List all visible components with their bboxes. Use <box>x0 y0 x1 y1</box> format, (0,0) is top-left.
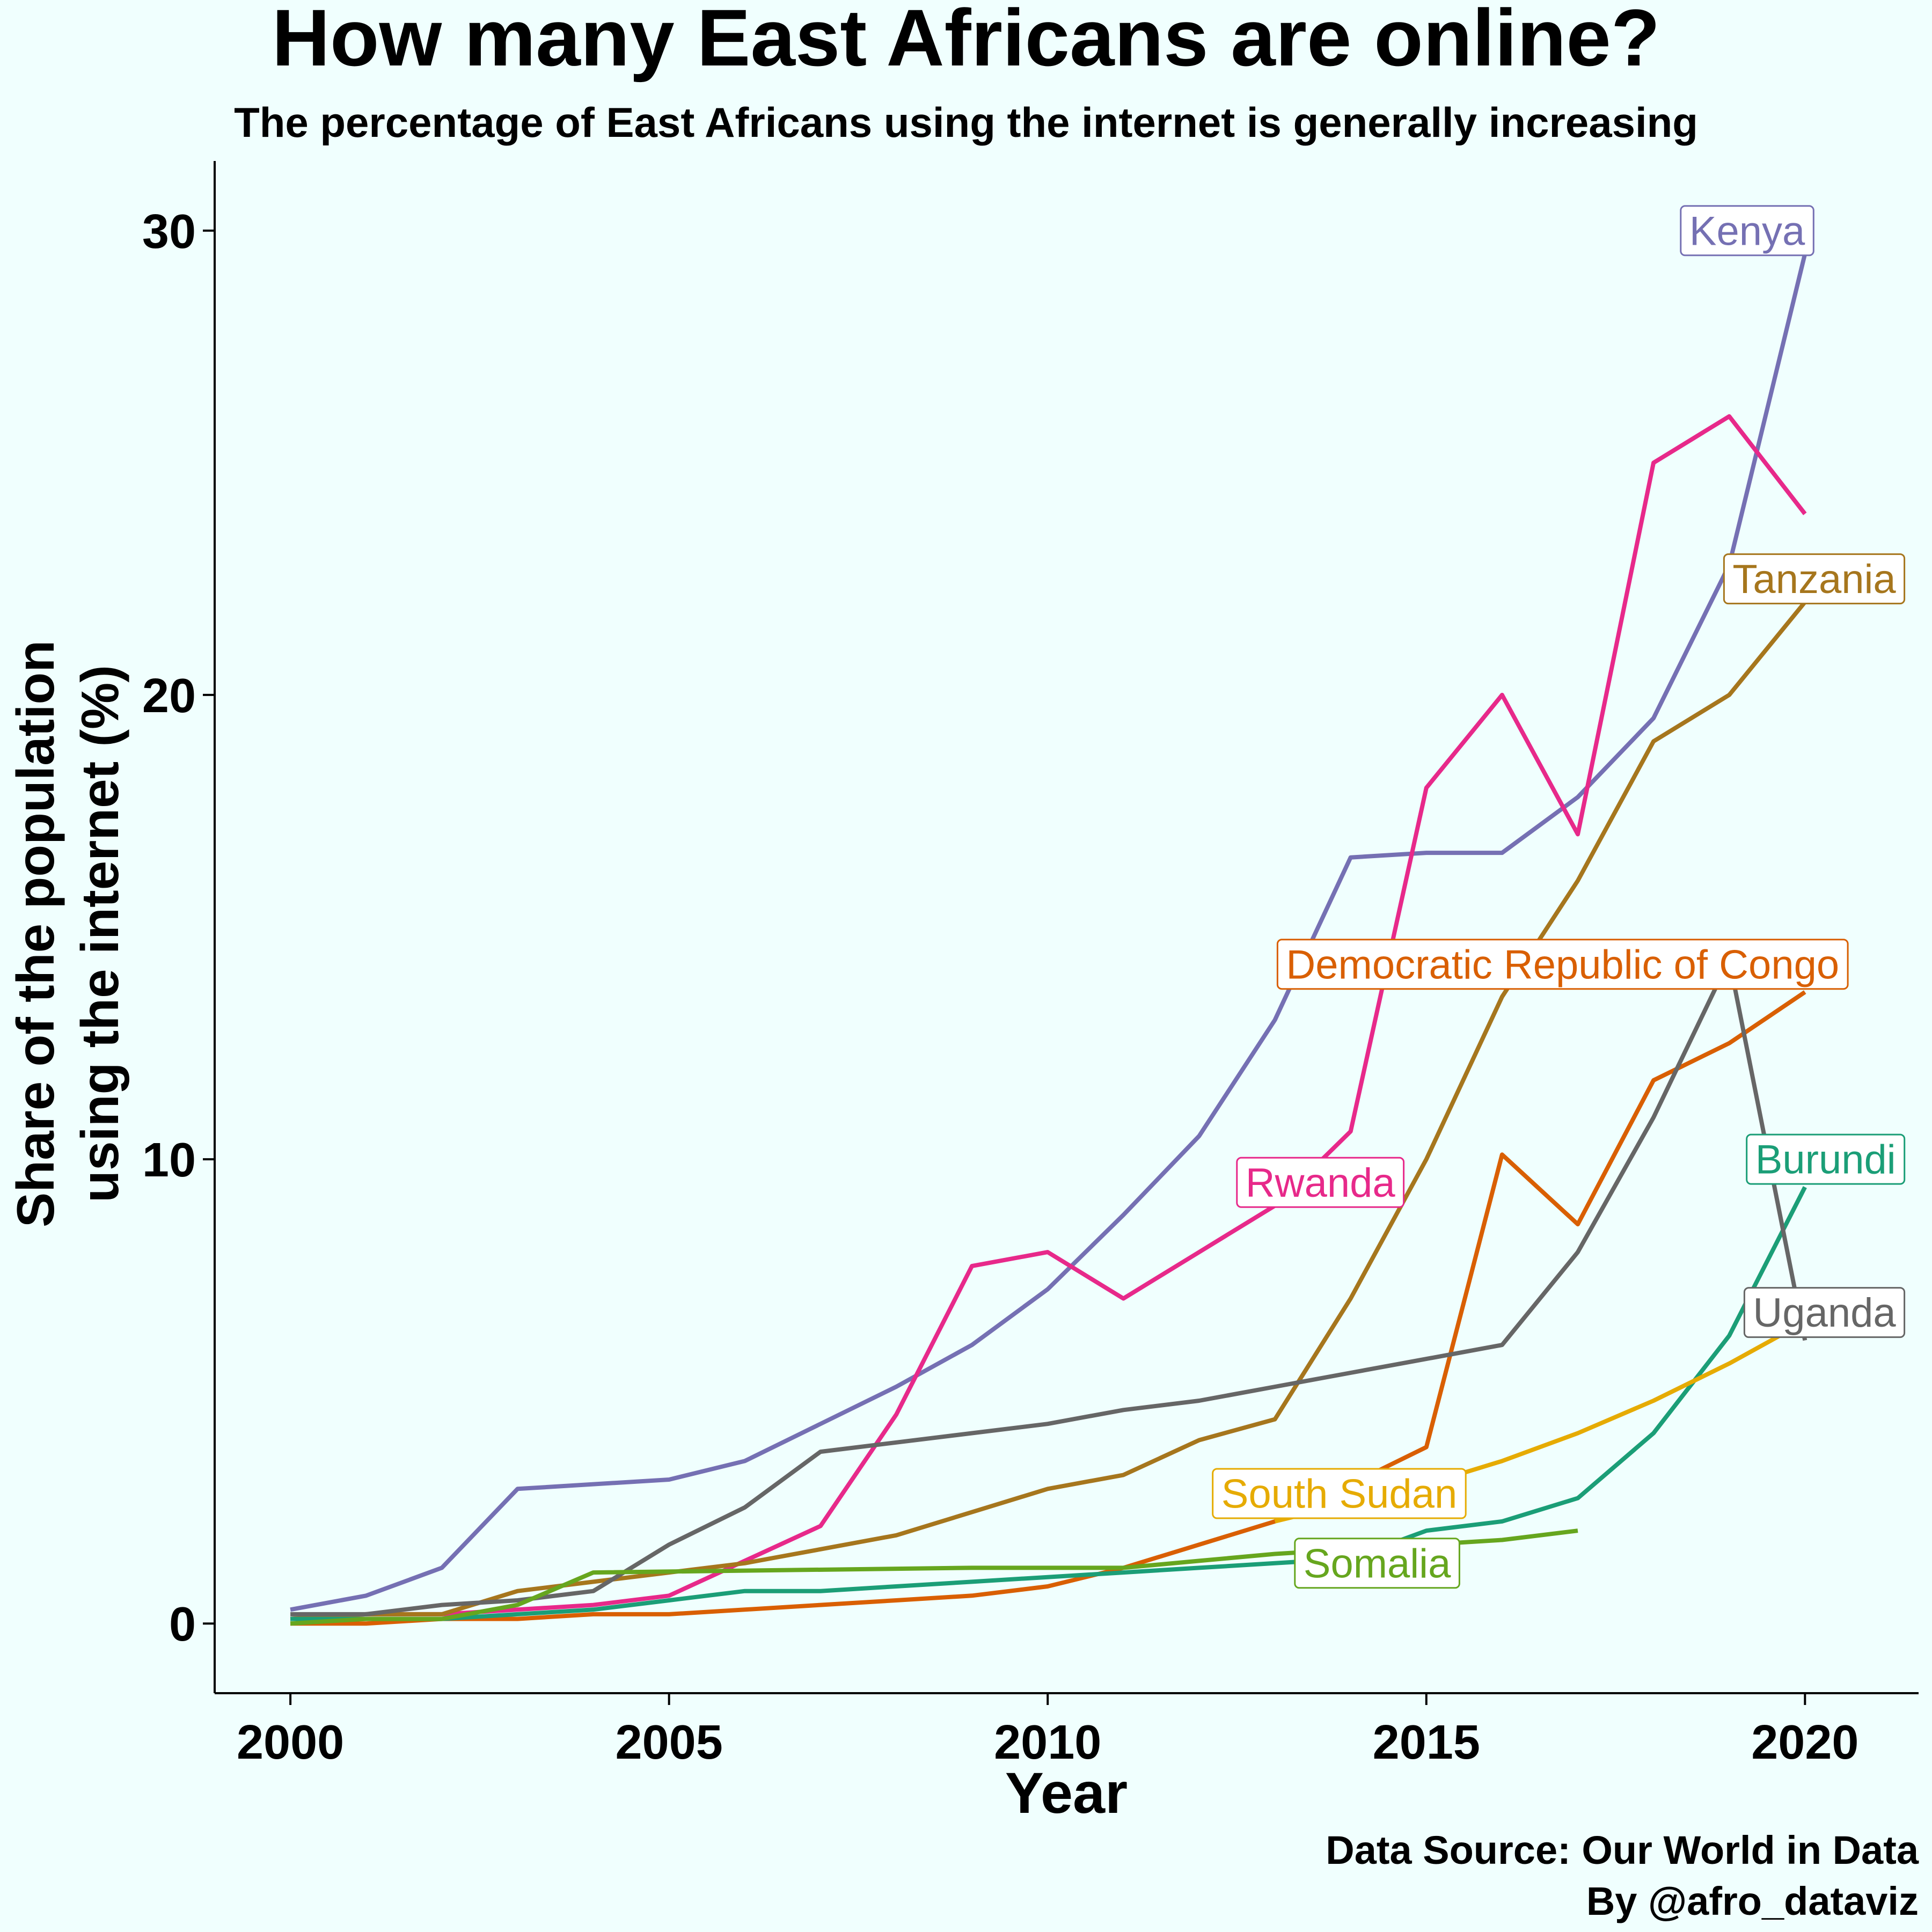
x-tick-label: 2010 <box>994 1716 1101 1769</box>
x-tick-label: 2020 <box>1751 1716 1858 1769</box>
series-label-somalia: Somalia <box>1294 1538 1460 1589</box>
series-label-kenya: Kenya <box>1680 205 1814 257</box>
series-label-box <box>1294 1538 1460 1589</box>
series-line-rwanda <box>290 414 1807 1621</box>
y-tick-label: 30 <box>142 205 196 259</box>
y-tick-label: 20 <box>142 669 196 723</box>
series-label-democratic-republic-of-congo: Democratic Republic of Congo <box>1276 939 1849 990</box>
series-label-burundi: Burundi <box>1746 1133 1906 1185</box>
y-tick-label: 0 <box>169 1598 196 1651</box>
series-line-tanzania <box>290 601 1807 1621</box>
series-label-text: Tanzania <box>1732 557 1896 602</box>
series-label-box <box>1723 553 1906 605</box>
series-label-text: Kenya <box>1689 208 1805 254</box>
series-label-text: Somalia <box>1304 1541 1451 1586</box>
series-line-democratic-republic-of-congo <box>290 990 1806 1626</box>
series-label-text: Uganda <box>1753 1290 1896 1336</box>
series-label-box <box>1743 1287 1906 1338</box>
series-line-kenya <box>290 253 1807 1612</box>
series-label-box <box>1746 1133 1906 1185</box>
chart-subtitle: The percentage of East Africans using th… <box>234 99 1698 146</box>
series-label-tanzania: Tanzania <box>1723 553 1906 605</box>
y-axis-title-line-1: Share of the population <box>6 640 65 1227</box>
series-label-text: Democratic Republic of Congo <box>1286 942 1839 987</box>
series-label-box <box>1276 939 1849 990</box>
series-label-box <box>1236 1157 1405 1208</box>
series-label-text: South Sudan <box>1221 1472 1458 1517</box>
y-axis-title-line-2: using the internet (%) <box>70 665 129 1203</box>
series-labels: Kenya Rwanda Tanzania Democratic Republic o… <box>1212 205 1906 1589</box>
axes: 2000 2005 2010 2015 2020 0 10 20 30 <box>142 161 1919 1769</box>
x-tick-label: 2005 <box>616 1716 723 1769</box>
x-axis-title: Year <box>1005 1760 1128 1825</box>
caption-source: Data Source: Our World in Data <box>1326 1828 1919 1872</box>
y-axis-title: Share of the population using the intern… <box>6 640 129 1227</box>
caption-author: By @afro_dataviz <box>1586 1879 1919 1923</box>
series-label-box <box>1212 1468 1467 1519</box>
x-tick-label: 2015 <box>1373 1716 1480 1769</box>
series-label-box <box>1680 205 1814 257</box>
series-label-text: Burundi <box>1755 1137 1896 1183</box>
series-label-rwanda: Rwanda <box>1236 1157 1405 1208</box>
series-label-uganda: Uganda <box>1743 1287 1906 1338</box>
series-line-uganda <box>290 957 1807 1616</box>
series-line-burundi <box>290 1186 1807 1621</box>
series-lines <box>290 253 1807 1626</box>
y-tick-label: 10 <box>142 1133 196 1187</box>
series-label-text: Rwanda <box>1246 1160 1396 1206</box>
chart-title: How many East Africans are online? <box>272 0 1660 83</box>
series-label-south-sudan: South Sudan <box>1212 1468 1467 1519</box>
x-tick-label: 2000 <box>237 1716 344 1769</box>
